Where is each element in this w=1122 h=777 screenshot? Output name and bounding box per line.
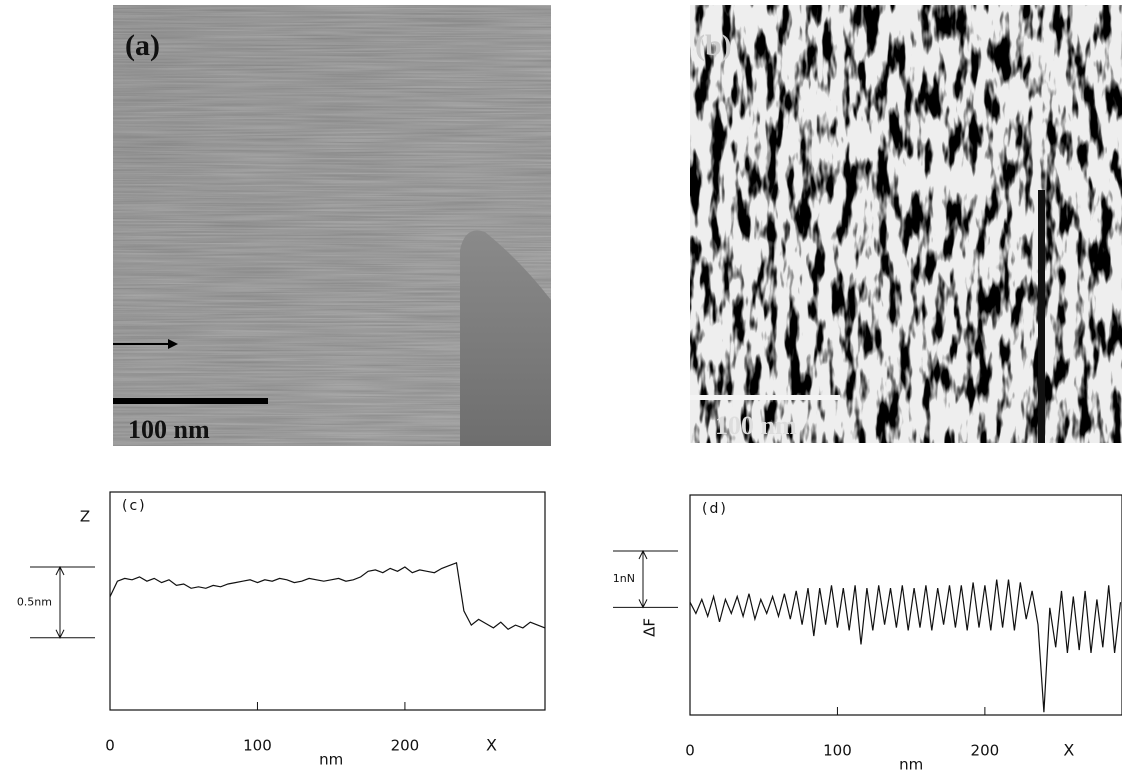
x-axis-end-label: X: [1063, 741, 1074, 760]
x-axis-label: nm: [319, 751, 343, 769]
y-axis-label: Z: [80, 508, 90, 526]
scale-bar-label: 100 nm: [715, 411, 797, 440]
x-axis-label: nm: [899, 756, 923, 774]
image-label: (b): [695, 29, 732, 62]
plot-frame: [109, 491, 546, 711]
scale-bar-label: 1nN: [613, 572, 635, 585]
panel-label: (d): [702, 501, 728, 517]
panel-label: (c): [122, 498, 147, 514]
x-tick-label: 100: [823, 742, 852, 760]
scale-bar-label: 0.5nm: [17, 595, 52, 608]
scale-bar-label: 100 nm: [128, 415, 210, 444]
image-b: (b) 100 nm: [690, 5, 1122, 443]
x-tick-label: 200: [391, 737, 420, 755]
trace: [109, 561, 546, 631]
image-label: (a): [125, 29, 160, 62]
scale-bar-arrow: [55, 565, 65, 639]
x-axis-end-label: X: [486, 736, 497, 755]
x-tick-label: 0: [685, 742, 695, 760]
x-tick-label: 100: [243, 737, 272, 755]
x-tick-label: 0: [105, 737, 115, 755]
trace: [689, 579, 1122, 713]
scale-bar-arrow: [638, 549, 648, 609]
image-a: (a) 100 nm: [113, 5, 551, 446]
x-tick-label: 200: [971, 742, 1000, 760]
y-axis-label: ΔF: [641, 618, 659, 637]
plot-frame: [689, 494, 1122, 716]
